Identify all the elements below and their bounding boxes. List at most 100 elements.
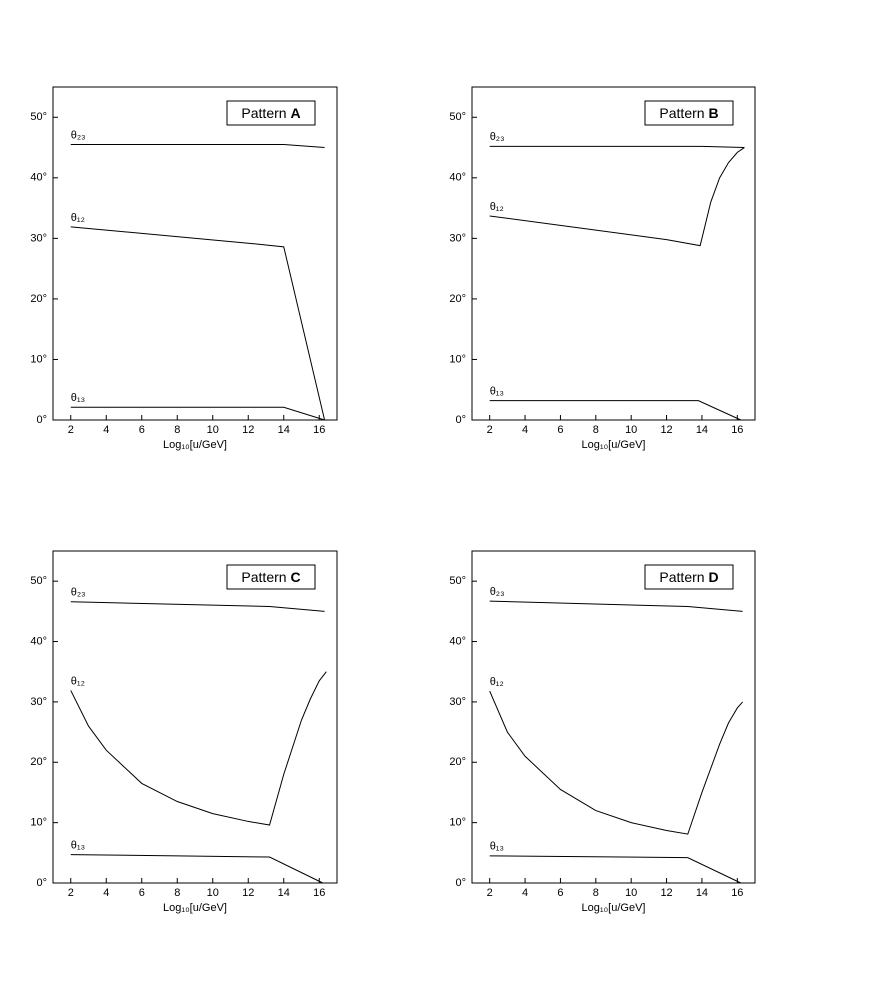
panel: 2 4 6 8 10 12 14 16 0° 10° 20° 30° 40° 50° Log₁₀[u/GeV… bbox=[30, 86, 338, 451]
series-line bbox=[489, 855, 742, 884]
x-tick-label: 12 bbox=[242, 424, 254, 436]
x-tick-label: 8 bbox=[593, 424, 599, 436]
y-tick-label: 10° bbox=[30, 817, 47, 829]
y-tick-label: 30° bbox=[30, 696, 47, 708]
x-tick-label: 16 bbox=[313, 424, 325, 436]
panel: 2 4 6 8 10 12 14 16 0° 10° 20° 30° 40° 50° Log₁₀[u/GeV… bbox=[449, 550, 756, 914]
series-label: θ₂₃ bbox=[71, 129, 86, 141]
series-label: θ₁₃ bbox=[490, 841, 504, 853]
x-tick-label: 14 bbox=[278, 424, 290, 436]
x-axis-label: Log₁₀[u/GeV] bbox=[582, 902, 646, 914]
x-tick-label: 4 bbox=[103, 887, 109, 899]
series-line bbox=[70, 671, 327, 826]
y-tick-label: 50° bbox=[449, 575, 466, 587]
chart-title: Pattern A bbox=[241, 105, 300, 121]
series-line bbox=[70, 854, 324, 884]
x-axis-label: Log₁₀[u/GeV] bbox=[582, 439, 646, 451]
y-tick-label: 0° bbox=[455, 414, 466, 426]
y-tick-label: 0° bbox=[455, 877, 466, 889]
title-word: Pattern bbox=[659, 569, 704, 585]
y-tick-label: 40° bbox=[449, 635, 466, 647]
x-tick-label: 8 bbox=[593, 887, 599, 899]
title-box bbox=[644, 564, 734, 590]
series-line bbox=[489, 147, 745, 247]
x-tick-label: 4 bbox=[522, 887, 528, 899]
title-box bbox=[644, 100, 734, 126]
series-label: θ₂₃ bbox=[490, 586, 505, 598]
y-tick-label: 40° bbox=[449, 172, 466, 184]
title-box bbox=[226, 100, 316, 126]
y-tick-label: 20° bbox=[449, 293, 466, 305]
plot-frame bbox=[471, 86, 756, 421]
series-line bbox=[70, 601, 325, 612]
x-tick-label: 8 bbox=[174, 424, 180, 436]
x-tick-label: 14 bbox=[696, 887, 708, 899]
y-tick-label: 40° bbox=[30, 635, 47, 647]
title-word: Pattern bbox=[241, 105, 286, 121]
panel: 2 4 6 8 10 12 14 16 0° 10° 20° 30° 40° 50° Log₁₀[u/GeV… bbox=[449, 86, 756, 451]
x-tick-label: 12 bbox=[660, 887, 672, 899]
x-tick-label: 8 bbox=[174, 887, 180, 899]
y-tick-label: 50° bbox=[30, 111, 47, 123]
series-label: θ₁₂ bbox=[490, 676, 504, 688]
series-label: θ₁₂ bbox=[71, 675, 85, 687]
x-tick-label: 10 bbox=[207, 424, 219, 436]
x-tick-label: 12 bbox=[660, 424, 672, 436]
series-line bbox=[70, 144, 325, 149]
x-tick-label: 10 bbox=[625, 424, 637, 436]
x-tick-label: 14 bbox=[696, 424, 708, 436]
series-line bbox=[489, 145, 745, 149]
plot-frame bbox=[52, 550, 338, 884]
plot-frame bbox=[52, 86, 338, 421]
x-tick-label: 10 bbox=[207, 887, 219, 899]
x-tick-label: 2 bbox=[68, 424, 74, 436]
y-tick-label: 30° bbox=[30, 232, 47, 244]
title-word: Pattern bbox=[659, 105, 704, 121]
y-tick-label: 50° bbox=[30, 575, 47, 587]
y-tick-label: 0° bbox=[36, 877, 47, 889]
x-tick-label: 6 bbox=[139, 887, 145, 899]
x-tick-label: 10 bbox=[625, 887, 637, 899]
y-tick-label: 30° bbox=[449, 232, 466, 244]
series-line bbox=[70, 226, 326, 421]
x-tick-label: 16 bbox=[731, 424, 743, 436]
panel: 2 4 6 8 10 12 14 16 0° 10° 20° 30° 40° 50° Log₁₀[u/GeV… bbox=[30, 550, 338, 914]
plot-frame bbox=[471, 550, 756, 884]
series-line bbox=[489, 400, 742, 421]
series-label: θ₁₃ bbox=[490, 386, 504, 398]
title-letter: C bbox=[290, 569, 300, 585]
x-tick-label: 4 bbox=[103, 424, 109, 436]
x-tick-label: 2 bbox=[68, 887, 74, 899]
chart-title: Pattern C bbox=[241, 569, 300, 585]
y-tick-label: 40° bbox=[30, 172, 47, 184]
title-letter: A bbox=[290, 105, 300, 121]
x-tick-label: 6 bbox=[139, 424, 145, 436]
series-line bbox=[489, 690, 743, 835]
y-tick-label: 20° bbox=[30, 756, 47, 768]
x-tick-label: 2 bbox=[487, 424, 493, 436]
x-tick-label: 12 bbox=[242, 887, 254, 899]
y-tick-label: 30° bbox=[449, 696, 466, 708]
x-tick-label: 14 bbox=[278, 887, 290, 899]
title-word: Pattern bbox=[241, 569, 286, 585]
x-tick-label: 16 bbox=[313, 887, 325, 899]
y-tick-label: 20° bbox=[449, 756, 466, 768]
series-label: θ₁₃ bbox=[71, 392, 85, 404]
y-tick-label: 20° bbox=[30, 293, 47, 305]
x-tick-label: 6 bbox=[557, 424, 563, 436]
chart-title: Pattern D bbox=[659, 569, 718, 585]
series-label: θ₁₂ bbox=[490, 201, 504, 213]
series-line bbox=[489, 600, 743, 612]
x-tick-label: 16 bbox=[731, 887, 743, 899]
chart-title: Pattern B bbox=[659, 105, 718, 121]
series-label: θ₂₃ bbox=[71, 587, 86, 599]
x-tick-label: 4 bbox=[522, 424, 528, 436]
y-tick-label: 0° bbox=[36, 414, 47, 426]
y-tick-label: 10° bbox=[449, 817, 466, 829]
title-letter: D bbox=[708, 569, 718, 585]
x-axis-label: Log₁₀[u/GeV] bbox=[163, 902, 227, 914]
x-tick-label: 6 bbox=[557, 887, 563, 899]
x-tick-label: 2 bbox=[487, 887, 493, 899]
series-label: θ₁₃ bbox=[71, 840, 85, 852]
